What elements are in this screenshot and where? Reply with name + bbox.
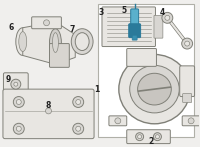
FancyBboxPatch shape bbox=[109, 116, 127, 126]
Circle shape bbox=[188, 118, 194, 124]
Text: 5: 5 bbox=[121, 6, 126, 15]
Circle shape bbox=[46, 108, 51, 114]
FancyBboxPatch shape bbox=[183, 94, 192, 102]
Text: 2: 2 bbox=[148, 137, 153, 146]
Circle shape bbox=[11, 79, 21, 89]
FancyBboxPatch shape bbox=[102, 7, 155, 47]
Ellipse shape bbox=[49, 29, 61, 56]
Circle shape bbox=[16, 126, 21, 131]
Ellipse shape bbox=[19, 32, 27, 51]
Circle shape bbox=[136, 133, 144, 141]
FancyBboxPatch shape bbox=[3, 89, 94, 139]
FancyBboxPatch shape bbox=[127, 130, 170, 144]
Text: 6: 6 bbox=[8, 23, 13, 32]
Ellipse shape bbox=[75, 33, 89, 51]
FancyBboxPatch shape bbox=[132, 35, 137, 40]
Text: 7: 7 bbox=[70, 25, 75, 34]
FancyBboxPatch shape bbox=[98, 4, 194, 137]
Circle shape bbox=[153, 133, 161, 141]
Text: 4: 4 bbox=[160, 8, 165, 17]
FancyBboxPatch shape bbox=[154, 15, 163, 38]
Circle shape bbox=[138, 135, 142, 139]
Ellipse shape bbox=[52, 33, 58, 52]
Circle shape bbox=[185, 41, 190, 46]
Ellipse shape bbox=[16, 28, 30, 55]
Circle shape bbox=[73, 97, 84, 107]
Circle shape bbox=[13, 123, 24, 134]
FancyBboxPatch shape bbox=[32, 17, 61, 29]
Circle shape bbox=[155, 135, 159, 139]
FancyBboxPatch shape bbox=[3, 73, 28, 96]
FancyBboxPatch shape bbox=[182, 116, 200, 126]
Circle shape bbox=[14, 82, 18, 86]
Text: 3: 3 bbox=[98, 8, 104, 17]
Circle shape bbox=[165, 15, 170, 20]
Circle shape bbox=[44, 20, 49, 26]
FancyBboxPatch shape bbox=[129, 24, 141, 38]
Circle shape bbox=[13, 97, 24, 107]
Circle shape bbox=[73, 123, 84, 134]
Ellipse shape bbox=[119, 55, 190, 124]
Circle shape bbox=[182, 38, 193, 49]
Ellipse shape bbox=[138, 73, 171, 105]
Circle shape bbox=[76, 100, 81, 105]
Ellipse shape bbox=[130, 65, 179, 113]
Circle shape bbox=[115, 118, 121, 124]
Ellipse shape bbox=[71, 29, 93, 55]
FancyBboxPatch shape bbox=[131, 9, 139, 27]
Text: 9: 9 bbox=[5, 75, 11, 84]
FancyBboxPatch shape bbox=[127, 49, 156, 66]
Circle shape bbox=[162, 12, 173, 23]
FancyBboxPatch shape bbox=[180, 66, 195, 97]
FancyBboxPatch shape bbox=[49, 44, 69, 67]
Text: 8: 8 bbox=[46, 101, 51, 110]
Text: 1: 1 bbox=[94, 85, 100, 94]
Circle shape bbox=[16, 100, 21, 105]
PathPatch shape bbox=[23, 22, 75, 64]
Circle shape bbox=[76, 126, 81, 131]
